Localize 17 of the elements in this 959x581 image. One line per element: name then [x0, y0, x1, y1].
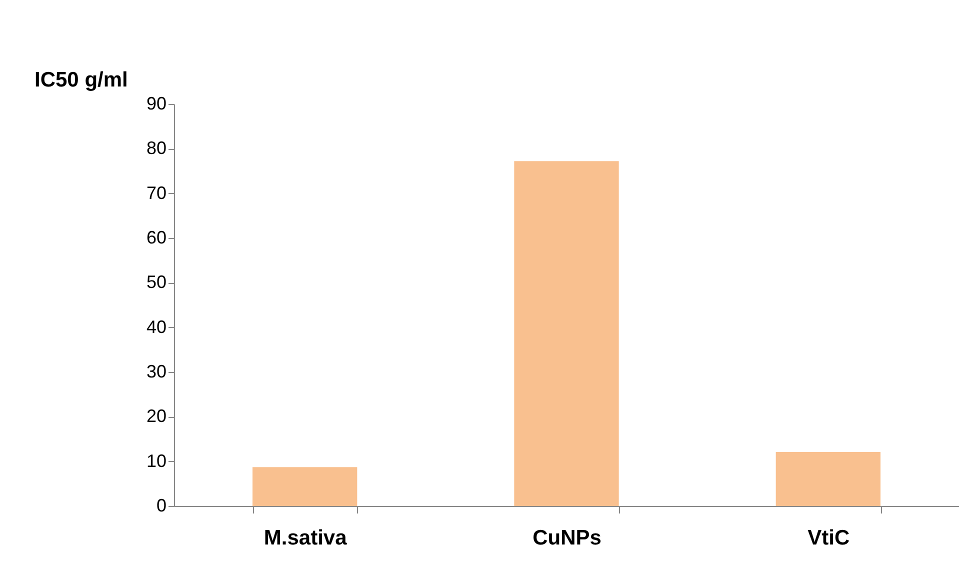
y-tick-label: 70: [146, 182, 166, 203]
y-tick-label: 20: [146, 406, 166, 426]
x-tick-label: VtiC: [808, 526, 850, 550]
y-tick-label: 10: [146, 450, 166, 471]
y-tick-label: 80: [146, 138, 166, 158]
bar: [514, 161, 619, 506]
y-tick-label: 30: [146, 362, 166, 382]
y-tick-label: 40: [146, 316, 166, 337]
y-axis-title: IC50 g/ml: [34, 68, 128, 92]
y-tick-label: 0: [156, 496, 166, 516]
y-tick-label: 90: [146, 94, 166, 114]
x-tick-label: M.sativa: [264, 526, 348, 550]
y-tick-label: 60: [146, 228, 166, 248]
x-tick-label: CuNPs: [532, 526, 602, 550]
bar: [776, 452, 880, 506]
bar: [252, 467, 358, 506]
y-tick-label: 50: [146, 272, 166, 292]
